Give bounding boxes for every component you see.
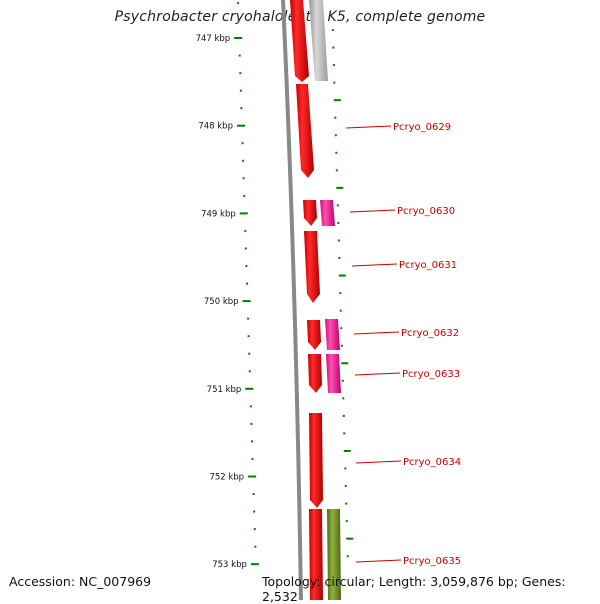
gene-feature-0630[interactable] xyxy=(303,200,317,226)
gene-label[interactable]: Pcryo_0631 xyxy=(399,260,457,271)
ruler-label: 747 kbp xyxy=(196,34,231,44)
gene-label-leader xyxy=(354,372,401,376)
gene-feature-0635b[interactable] xyxy=(327,509,341,600)
gene-label-leader xyxy=(345,125,392,129)
gene-feature-0630b[interactable] xyxy=(320,200,335,226)
ruler-label: 749 kbp xyxy=(201,209,236,219)
gene-label-leader xyxy=(353,331,400,335)
gene-feature-0632b[interactable] xyxy=(325,319,340,350)
gene-label[interactable]: Pcryo_0634 xyxy=(403,457,461,468)
gene-feature-0633b[interactable] xyxy=(326,354,341,393)
ruler-labels: 747 kbp 748 kbp 749 kbp 750 kbp 751 kbp 752 k… xyxy=(196,34,247,570)
backbone-arc xyxy=(281,0,303,600)
gene-label[interactable]: Pcryo_0635 xyxy=(403,556,461,567)
ruler-label: 750 kbp xyxy=(204,297,239,307)
gene-feature-top[interactable] xyxy=(290,0,309,82)
ruler-ticks xyxy=(234,1,259,566)
gene-labels: Pcryo_0629 Pcryo_0630 Pcryo_0631 Pcryo_0632… xyxy=(345,122,461,567)
gene-label[interactable]: Pcryo_0632 xyxy=(401,328,459,339)
gene-feature-0634[interactable] xyxy=(309,413,323,508)
gene-feature-0631[interactable] xyxy=(304,231,320,303)
gene-label[interactable]: Pcryo_0630 xyxy=(397,206,455,217)
gene-label-leader xyxy=(355,559,402,563)
gene-label[interactable]: Pcryo_0629 xyxy=(393,122,451,133)
gene-feature-0635[interactable] xyxy=(309,509,323,600)
gene-feature-0629[interactable] xyxy=(296,84,314,178)
ruler-label: 753 kbp xyxy=(212,560,247,570)
gene-label-leader xyxy=(349,209,396,213)
accession-text: Accession: NC_007969 xyxy=(9,574,152,589)
gene-label[interactable]: Pcryo_0633 xyxy=(402,369,460,380)
gene-feature-0633[interactable] xyxy=(308,354,322,393)
ruler-label: 751 kbp xyxy=(207,385,242,395)
inner-ruler-ticks xyxy=(331,29,354,558)
gene-feature-grey[interactable] xyxy=(309,0,328,81)
gene-label-leader xyxy=(355,460,402,464)
ruler-label: 752 kbp xyxy=(209,473,244,483)
gene-feature-0632[interactable] xyxy=(307,320,321,350)
gene-label-leader xyxy=(351,263,398,267)
ruler-label: 748 kbp xyxy=(198,122,233,132)
